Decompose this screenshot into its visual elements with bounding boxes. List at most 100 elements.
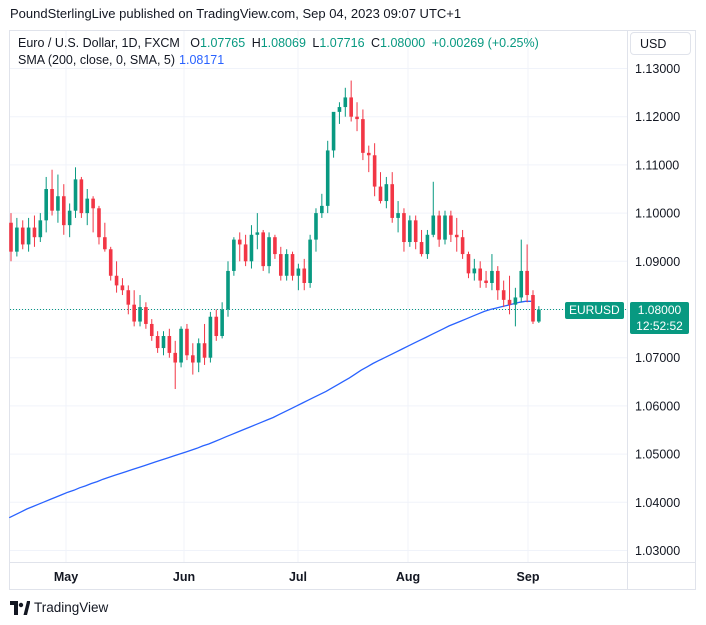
legend-open-value: 1.07765 [200,36,246,50]
candle-body [191,355,195,363]
candle-body [9,222,13,252]
candle-body [155,336,160,349]
candle-body [454,234,459,238]
candle-body [179,328,183,363]
candle-body [449,215,453,235]
candle-body [61,196,66,226]
tradingview-logo-icon [10,600,30,615]
brand-name: TradingView [34,600,109,615]
published-by-header: PoundSterlingLive published on TradingVi… [10,6,462,21]
candle-body [443,215,447,240]
candle-body [15,227,19,252]
legend-close-value: 1.08000 [380,36,426,50]
candle-body [290,254,295,276]
candle-body [284,254,289,276]
candle-body [396,213,400,218]
candle-body [38,220,43,238]
candle-body [525,270,529,296]
sma-line [8,300,532,519]
legend-sma-label[interactable]: SMA (200, close, 0, SMA, 5) [18,53,176,67]
candle-body [308,239,312,283]
candle-body [501,290,506,300]
candle-body [50,189,54,211]
candle-body [226,270,230,310]
candle-body [384,184,389,202]
candle-body [337,107,342,112]
legend-change-value: +0.00269 (+0.25%) [431,36,539,50]
candle-body [513,297,518,305]
candle-body [126,290,131,305]
candle-body [425,234,430,255]
y-tick-label: 1.04000 [635,496,680,510]
candle-body [161,336,166,349]
candle-body [366,152,371,156]
candle-body [108,249,113,276]
y-tick-label: 1.11000 [635,158,679,172]
price-scale-border [627,30,628,590]
candle-body [97,208,101,238]
candle-body [466,254,471,274]
candle-body [378,186,383,202]
candle-body [355,116,359,120]
y-tick-label: 1.10000 [635,207,680,221]
y-tick-label: 1.05000 [635,448,680,462]
candle-body [85,198,90,214]
legend-close-label: C [371,36,381,50]
candle-body [296,268,301,276]
y-tick-label: 1.12000 [635,110,680,124]
candle-body [431,215,436,235]
currency-button[interactable]: USD [630,32,691,55]
legend-low-label: L [312,36,320,50]
candle-body [249,234,254,262]
candle-body [138,307,142,322]
legend-sma-value: 1.08171 [179,53,225,67]
symbol-price-tag: EURUSD [565,302,624,319]
legend-symbol[interactable]: Euro / U.S. Dollar, 1D, FXCM [18,36,180,50]
candle-body [91,198,95,209]
candle-body [120,285,125,291]
legend-high-value: 1.08069 [260,36,306,50]
candle-body [208,316,213,358]
candle-body [73,179,78,211]
candle-body [460,237,465,255]
time-scale-border [9,562,696,563]
candle-body [261,232,265,267]
candle-body [372,155,377,187]
candle-body [56,196,60,211]
candle-body [331,111,336,151]
candle-body [302,268,307,283]
candle-body [20,227,25,245]
candle-body [490,270,494,283]
candle-body [537,309,541,322]
candle-body [32,227,37,238]
y-tick-label: 1.06000 [635,399,680,413]
candle-body [437,215,441,240]
candle-body [243,244,248,262]
candle-body [349,97,353,117]
candle-body [390,184,395,218]
tradingview-brand[interactable]: TradingView [10,600,108,615]
x-tick-label: May [54,570,78,584]
y-tick-label: 1.03000 [635,544,680,558]
candle-body [202,343,207,358]
candle-body [149,323,154,337]
candle-body [478,268,482,281]
legend-high-label: H [251,36,261,50]
candle-body [361,119,365,153]
x-tick-label: Jun [173,570,195,584]
candle-body [408,220,412,243]
legend-low-value: 1.07716 [319,36,365,50]
candle-body [495,270,500,291]
candle-body [507,299,512,305]
chart-frame [9,30,696,590]
candle-body [484,280,488,283]
candle-body [267,237,271,267]
candle-body [220,309,224,337]
candle-body [114,275,119,286]
candle-body [173,352,178,363]
x-tick-label: Sep [517,570,540,584]
last-price-label: 1.08000 12:52:52 [630,302,689,334]
candle-body [185,328,189,356]
legend-open-label: O [190,36,201,50]
